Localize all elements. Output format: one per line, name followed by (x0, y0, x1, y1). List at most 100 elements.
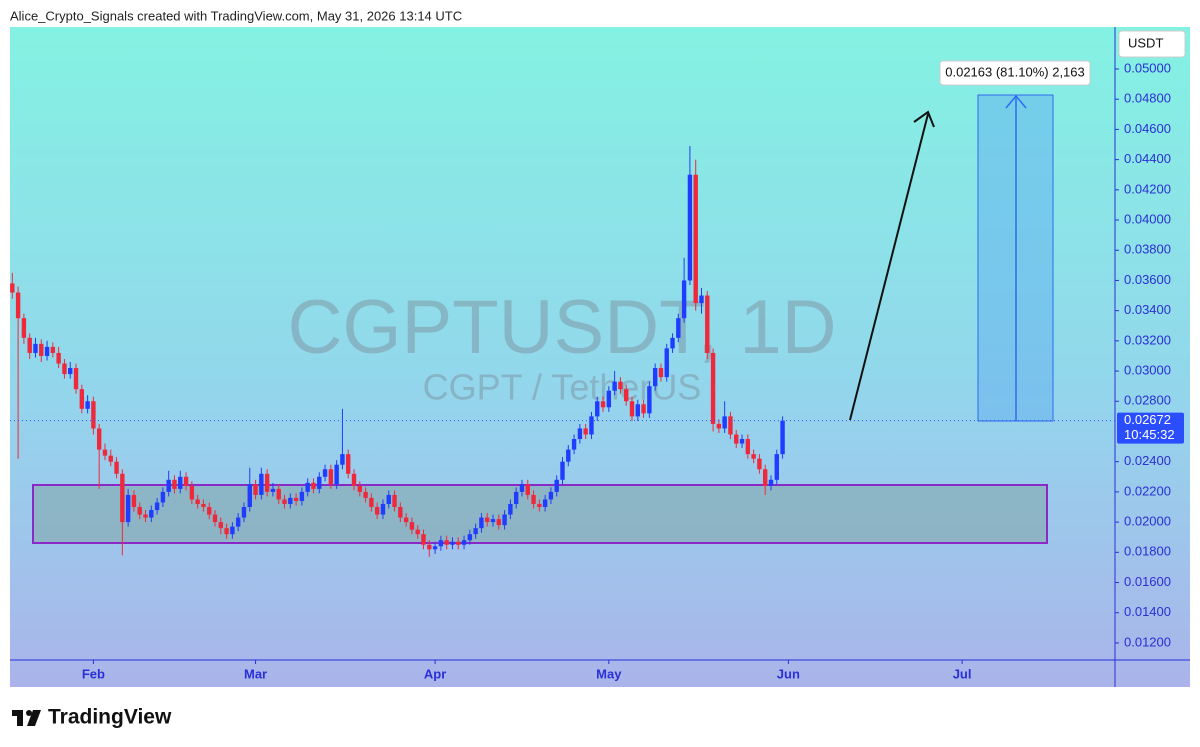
candle-body (780, 420, 785, 455)
chart-background (10, 27, 1190, 687)
y-tick-label: 0.03000 (1124, 363, 1171, 378)
candle-body (79, 389, 85, 409)
candle-body (496, 519, 501, 526)
y-tick-label: 0.01400 (1124, 604, 1171, 619)
x-tick-label: Apr (424, 666, 446, 681)
candle-body (745, 439, 751, 455)
y-tick-label: 0.02800 (1124, 393, 1171, 408)
candle-body (554, 479, 559, 492)
y-tick-label: 0.01800 (1124, 544, 1171, 559)
candle-body (68, 368, 73, 375)
candle-body (102, 449, 108, 456)
candle-body (479, 517, 484, 529)
y-tick-label: 0.03400 (1124, 302, 1171, 317)
candle-body (635, 404, 640, 417)
candle-body (293, 497, 299, 501)
y-tick-label: 0.01600 (1124, 574, 1171, 589)
candle-body (91, 401, 96, 429)
candle-body (178, 476, 183, 489)
last-price-box (1117, 412, 1184, 444)
candle-body (299, 491, 305, 501)
candle-body (224, 528, 229, 535)
candle-body (189, 485, 195, 500)
y-tick-label: 0.04800 (1124, 91, 1171, 106)
candle-body (710, 352, 716, 424)
footer-brand: TradingView (48, 706, 172, 729)
candle-body (143, 514, 148, 518)
y-tick-label: 0.01200 (1124, 634, 1171, 649)
candle-body (502, 514, 507, 526)
candle-body (571, 439, 577, 450)
candle-body (681, 280, 687, 319)
currency-label: USDT (1128, 35, 1163, 50)
candle-body (369, 497, 374, 507)
candle-body (172, 479, 177, 489)
candle-body (363, 491, 368, 498)
candle-body (606, 390, 612, 408)
candle-body (427, 544, 432, 550)
last-price-label: 0.02672 (1124, 412, 1171, 427)
candle-body (50, 346, 56, 353)
y-tick-label: 0.02400 (1124, 453, 1171, 468)
candle-body (629, 401, 635, 417)
candle-body (259, 473, 264, 495)
candle-body (705, 295, 710, 353)
candle-body (421, 534, 426, 545)
candle-body (96, 428, 102, 450)
candle-body (560, 461, 565, 480)
candle-body (282, 499, 287, 504)
candle-body (508, 503, 513, 515)
plot: 0.01200 0.01400 0.01600 0.01800 0.02000 0.022… (10, 60, 1184, 681)
x-tick-label: Feb (82, 666, 105, 681)
candle-body (641, 404, 646, 414)
candle-body (577, 428, 583, 440)
candle-body (21, 318, 27, 338)
support-zone (32, 484, 1048, 544)
currency-box (1118, 30, 1186, 58)
candle-body (149, 510, 154, 518)
candle-body (328, 469, 334, 485)
candle-body (39, 343, 44, 356)
candle-body (241, 506, 247, 518)
candle-body (212, 514, 218, 523)
countdown-label: 10:45:32 (1124, 427, 1175, 442)
candle-body (490, 519, 496, 523)
logo-shape (26, 710, 32, 716)
candle-body (108, 455, 113, 462)
candle-body (542, 499, 548, 507)
y-tick-label: 0.03800 (1124, 242, 1171, 257)
candle-body (716, 423, 722, 429)
candle-body (154, 502, 160, 511)
candle-body (461, 540, 467, 545)
candle-body (444, 540, 449, 545)
candle-body (10, 283, 15, 293)
candle-body (537, 503, 542, 507)
logo-shape (17, 710, 23, 726)
candle-body (658, 368, 664, 378)
candle-body (230, 526, 235, 535)
candle-body (183, 476, 189, 486)
candle-body (235, 517, 241, 527)
candle-body (473, 528, 478, 535)
candle-body (357, 485, 363, 492)
x-tick-label: Mar (244, 666, 267, 681)
candle-body (450, 541, 455, 545)
candle-body (734, 434, 739, 444)
y-tick-label: 0.02200 (1124, 483, 1171, 498)
candle-body (438, 540, 444, 547)
candle-body (317, 476, 322, 489)
candle-body (253, 484, 258, 495)
candle-body (276, 488, 281, 500)
candle-body (398, 506, 403, 518)
y-tick-label: 0.04000 (1124, 211, 1171, 226)
logo-shape (27, 710, 41, 726)
candle-body (351, 473, 357, 486)
candle-body (166, 479, 171, 492)
candle-body (340, 454, 345, 465)
candle-body (600, 401, 606, 408)
candle-body (288, 497, 293, 504)
candle-body (647, 386, 652, 414)
x-tick-label: Jun (777, 666, 800, 681)
